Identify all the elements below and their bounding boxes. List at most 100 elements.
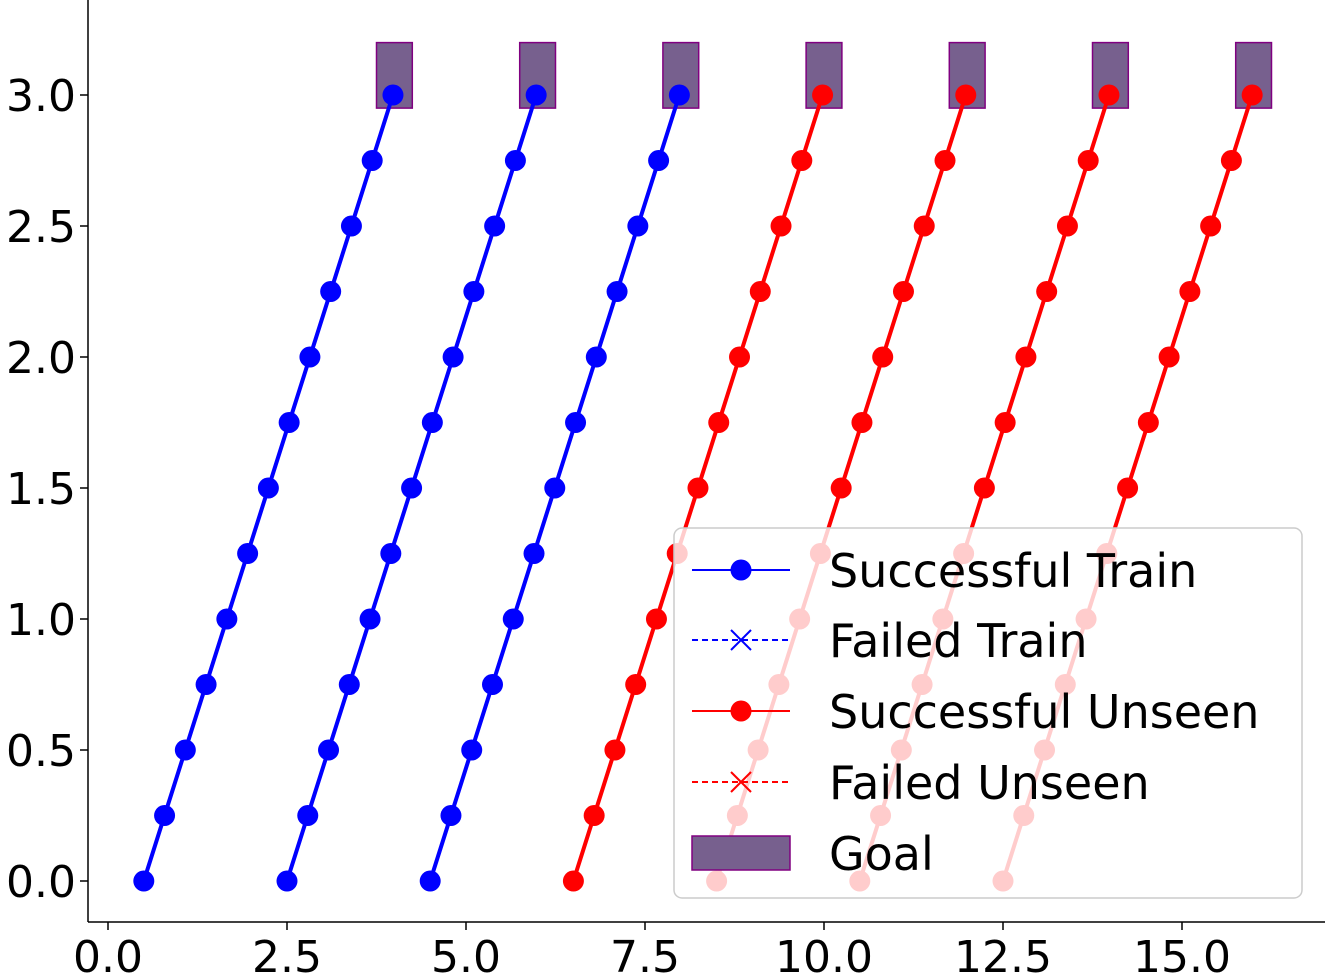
y-tick-label-3: 1.0 (6, 595, 76, 646)
series-5-point-11 (913, 215, 935, 237)
series-1-point-13 (382, 84, 404, 106)
series-1-point-1 (133, 870, 155, 892)
series-4-point-2 (583, 805, 605, 826)
series-7-point-9 (1158, 346, 1180, 368)
series-3-point-12 (648, 150, 670, 171)
series-5-point-13 (955, 84, 977, 106)
series-7-point-11 (1200, 215, 1222, 237)
legend-goal-swatch (691, 835, 791, 871)
series-1-point-4 (195, 674, 217, 695)
series-2-point-2 (297, 805, 319, 826)
series-2-point-9 (442, 346, 464, 368)
series-1-point-10 (320, 281, 342, 302)
series-4-point-13 (812, 84, 834, 106)
legend-successful-train-marker (730, 559, 752, 581)
series-7-point-13 (1241, 84, 1263, 106)
x-tick-label-1: 0.0 (73, 932, 143, 980)
series-1-point-9 (299, 346, 321, 368)
y-tick-label-7: 3.0 (6, 71, 76, 122)
legend-failed-unseen-label: Failed Unseen (829, 756, 1150, 810)
series-7-point-7 (1117, 477, 1139, 499)
series-6-point-11 (1056, 215, 1078, 237)
series-3-point-6 (523, 543, 545, 564)
series-2-point-12 (504, 150, 526, 171)
series-3-point-9 (585, 346, 607, 368)
goal-box-7 (1234, 41, 1273, 109)
series-1-point-7 (257, 477, 279, 499)
series-3-point-13 (668, 84, 690, 106)
series-5-point-12 (934, 150, 956, 171)
series-1-point-8 (278, 412, 300, 433)
series-1-point-11 (340, 215, 362, 237)
legend-successful-train-label: Successful Train (829, 544, 1197, 598)
series-6-point-8 (994, 412, 1016, 433)
series-7-point-12 (1220, 150, 1242, 171)
series-3-point-7 (544, 477, 566, 499)
series-3-point-3 (461, 739, 483, 761)
series-6-point-13 (1098, 84, 1120, 106)
goal-box-3 (662, 41, 700, 109)
series-3-point-2 (440, 805, 462, 826)
series-7-point-8 (1137, 412, 1159, 433)
series-2-point-8 (421, 412, 443, 433)
series-6-point-9 (1015, 346, 1037, 368)
series-3-point-5 (502, 608, 524, 630)
x-tick-label-7: 15.0 (1133, 932, 1231, 980)
y-tick-label-6: 2.5 (6, 202, 76, 253)
series-3-point-8 (565, 412, 587, 433)
x-tick-label-4: 7.5 (610, 932, 680, 980)
series-2-point-6 (380, 543, 402, 564)
y-tick-label-1: 0.0 (6, 857, 76, 908)
x-tick-label-3: 5.0 (431, 932, 501, 980)
series-2-point-11 (484, 215, 506, 237)
legend-failed-train-marker (730, 629, 752, 651)
series-3-point-10 (606, 281, 628, 302)
series-6-point-12 (1077, 150, 1099, 171)
series-7-point-10 (1179, 281, 1201, 302)
x-tick-label-6: 12.5 (954, 932, 1052, 980)
series-4-point-5 (645, 608, 667, 630)
legend: Successful Train Failed Train Successful U… (673, 527, 1303, 899)
series-1-point-5 (216, 608, 238, 630)
series-4-point-11 (770, 215, 792, 237)
series-1-point-12 (361, 150, 383, 171)
series-4-point-9 (729, 346, 751, 368)
series-6-point-7 (973, 477, 995, 499)
y-tick-label-2: 0.5 (6, 726, 76, 777)
series-4-point-1 (562, 870, 584, 892)
legend-failed-unseen-marker (730, 771, 752, 793)
axes: 0.0 2.5 5.0 7.5 10.0 12.5 15.0 0.0 0.5 1.0 1.5 2.0 2… (6, 0, 1325, 980)
legend-goal-label: Goal (829, 827, 934, 881)
series-4-point-7 (687, 477, 709, 499)
y-tick-label-4: 1.5 (6, 464, 76, 515)
series-6-point-10 (1036, 281, 1058, 302)
series-2-point-10 (463, 281, 485, 302)
series-2-point-3 (318, 739, 340, 761)
series-5-point-8 (851, 412, 873, 433)
series-4-point-10 (749, 281, 771, 302)
series-4-point-12 (791, 150, 813, 171)
series-4-point-3 (604, 739, 626, 761)
legend-box (673, 527, 1303, 899)
legend-successful-unseen-label: Successful Unseen (829, 685, 1259, 739)
series-4-point-8 (708, 412, 730, 433)
series-2-point-5 (359, 608, 381, 630)
series-5-point-7 (830, 477, 852, 499)
series-2-point-1 (276, 870, 298, 892)
y-tick-label-5: 2.0 (6, 333, 76, 384)
series-5-point-10 (892, 281, 914, 302)
series-4-point-4 (625, 674, 647, 695)
legend-failed-train-label: Failed Train (829, 614, 1087, 668)
series-1-point-6 (237, 543, 259, 564)
series-1-point-3 (174, 739, 196, 761)
x-tick-label-2: 2.5 (252, 932, 322, 980)
series-3-point-1 (419, 870, 441, 892)
series-2-point-13 (525, 84, 547, 106)
series-2-point-7 (401, 477, 423, 499)
series-2-point-4 (338, 674, 360, 695)
series-3-point-11 (627, 215, 649, 237)
series-3-point-4 (481, 674, 503, 695)
legend-successful-unseen-marker (730, 700, 752, 722)
x-tick-label-5: 10.0 (775, 932, 873, 980)
